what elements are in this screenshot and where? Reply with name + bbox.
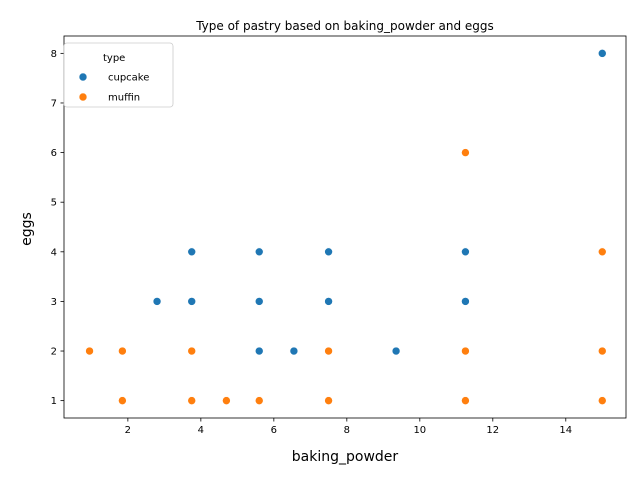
points-layer — [85, 49, 607, 405]
y-tick-label: 5 — [51, 198, 57, 209]
scatter-point-cupcake — [152, 297, 162, 306]
scatter-point-muffin — [597, 346, 607, 356]
y-tick-label: 1 — [51, 396, 57, 407]
x-axis-ticks: 2 4 6 8 10 12 14 — [125, 418, 572, 436]
scatter-point-cupcake — [289, 346, 299, 356]
x-tick-label: 2 — [125, 425, 131, 436]
scatter-point-cupcake — [324, 297, 333, 306]
x-tick-label: 4 — [198, 425, 204, 436]
x-tick-label: 12 — [486, 425, 499, 436]
scatter-point-cupcake — [461, 247, 470, 257]
x-tick-label: 6 — [271, 425, 277, 436]
legend-marker-cupcake — [78, 72, 88, 82]
plot-area — [63, 35, 627, 419]
scatter-point-cupcake — [187, 247, 197, 257]
y-axis-ticks: 1 2 3 4 5 6 7 8 — [51, 49, 64, 407]
y-tick-label: 6 — [51, 148, 57, 159]
y-axis-title: eggs — [19, 212, 35, 246]
scatter-point-cupcake — [254, 247, 264, 257]
scatter-point-cupcake — [461, 297, 470, 306]
x-tick-label: 10 — [413, 425, 426, 436]
scatter-point-cupcake — [324, 247, 333, 257]
scatter-point-muffin — [461, 346, 470, 356]
legend-label-muffin: muffin — [108, 93, 140, 104]
scatter-point-cupcake — [254, 346, 264, 356]
scatter-point-muffin — [118, 346, 127, 356]
legend-label-cupcake: cupcake — [108, 73, 149, 84]
scatter-point-cupcake — [187, 297, 197, 306]
scatter-point-muffin — [187, 346, 197, 356]
scatter-point-muffin — [461, 148, 470, 157]
y-tick-label: 8 — [51, 49, 57, 60]
scatter-point-muffin — [85, 346, 94, 356]
scatter-point-muffin — [187, 396, 197, 405]
scatter-point-cupcake — [254, 297, 264, 306]
scatter-point-muffin — [597, 396, 607, 405]
x-tick-label: 8 — [344, 425, 350, 436]
y-tick-label: 2 — [51, 347, 57, 358]
x-axis-title: baking_powder — [292, 449, 399, 465]
scatter-point-muffin — [324, 396, 333, 405]
scatter-point-muffin — [461, 396, 470, 405]
chart-title: Type of pastry based on baking_powder an… — [195, 19, 494, 33]
legend: type cupcake muffin — [63, 42, 174, 108]
scatter-point-muffin — [222, 396, 231, 405]
legend-title: type — [103, 53, 125, 64]
scatter-point-cupcake — [597, 49, 607, 58]
y-tick-label: 3 — [51, 297, 57, 308]
scatter-point-muffin — [254, 396, 264, 405]
scatter-point-muffin — [118, 396, 127, 405]
y-tick-label: 4 — [51, 247, 57, 258]
legend-marker-muffin — [78, 92, 88, 102]
y-tick-label: 7 — [51, 98, 57, 109]
scatter-point-muffin — [597, 247, 607, 257]
scatter-point-muffin — [324, 346, 333, 356]
scatter-point-cupcake — [391, 346, 401, 356]
x-tick-label: 14 — [559, 425, 572, 436]
legend-box — [63, 42, 174, 108]
